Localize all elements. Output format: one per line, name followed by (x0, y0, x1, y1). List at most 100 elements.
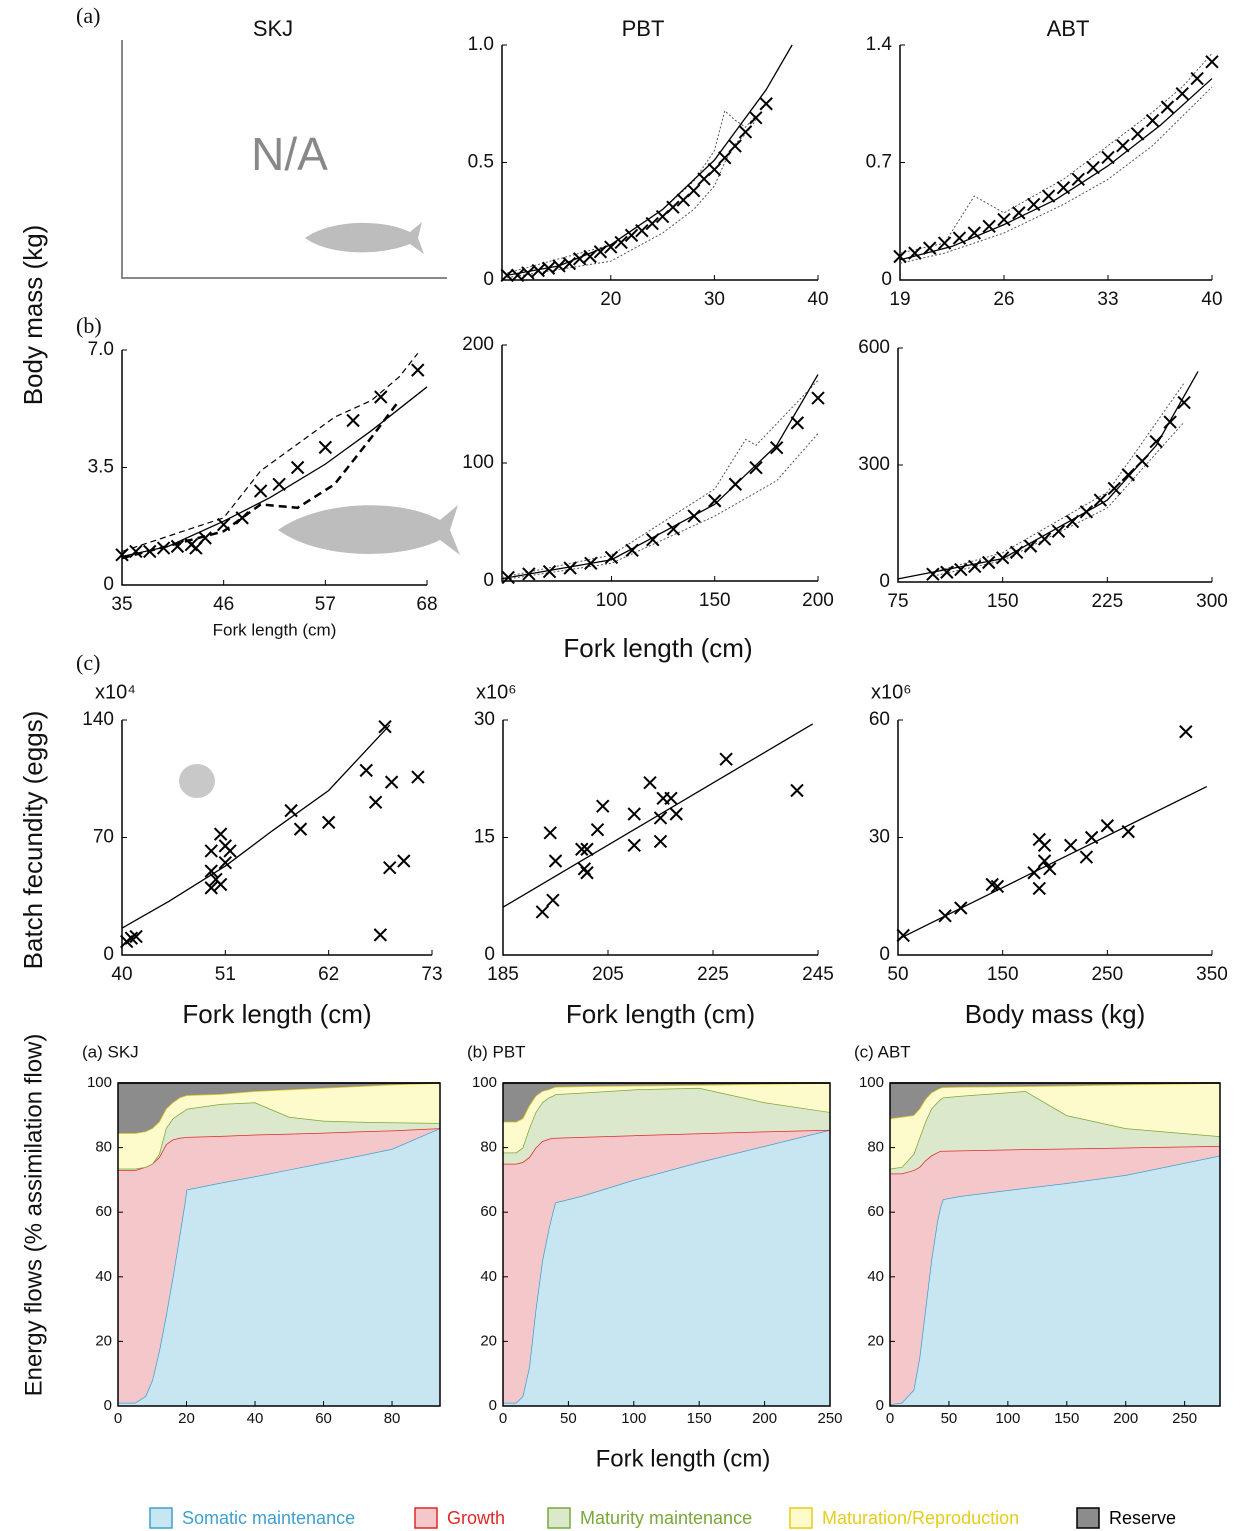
y-tick-label: 0 (103, 574, 114, 595)
y-tick-label: 60 (480, 1203, 497, 1220)
cross-marker (1063, 838, 1078, 853)
cross-marker (896, 928, 910, 943)
cross-marker (790, 783, 804, 798)
cross-marker (1107, 481, 1122, 496)
cross-marker (541, 261, 556, 275)
y-tick-label: 0 (876, 1397, 884, 1414)
dotted-line (507, 119, 757, 279)
cross-marker (1012, 206, 1026, 220)
cross-marker (967, 226, 981, 240)
fish-icon (305, 222, 424, 254)
y-axis-label: Body mass (kg) (18, 225, 48, 406)
y-tick-label: 15 (474, 827, 495, 848)
cross-marker (378, 720, 392, 734)
legend-swatch (547, 1507, 571, 1529)
cross-marker (1135, 454, 1149, 468)
cross-marker (997, 212, 1011, 227)
y-tick-label: 20 (480, 1332, 497, 1349)
y-tick-label: 7.0 (88, 339, 114, 360)
cross-marker (218, 855, 233, 870)
x-tick-label: 205 (592, 964, 624, 985)
legend-label: Maturity maintenance (580, 1508, 752, 1528)
y-tick-label: 0 (879, 571, 890, 592)
cross-marker (666, 522, 681, 536)
cross-marker (954, 562, 968, 577)
y-tick-label: 0 (879, 944, 890, 965)
cross-marker (1086, 160, 1100, 175)
area (503, 1129, 830, 1403)
cross-marker (728, 139, 742, 153)
cross-marker (1037, 532, 1052, 546)
legend-swatch (149, 1507, 173, 1529)
y-tick-label: 1.4 (866, 34, 893, 55)
cross-marker (811, 391, 825, 405)
x-axis-label: Body mass (kg) (965, 999, 1146, 1029)
axis-line (502, 720, 818, 956)
cross-marker (213, 877, 228, 892)
cross-marker (284, 803, 298, 818)
axis-line (501, 45, 818, 281)
y-tick-label: 80 (95, 1139, 112, 1156)
y-tick-label: 60 (869, 709, 890, 730)
cross-marker (982, 555, 996, 570)
cross-marker (542, 564, 557, 579)
cross-marker (156, 541, 171, 555)
area (503, 1087, 830, 1164)
y-tick-label: 80 (480, 1139, 497, 1156)
dotted-line (899, 86, 1213, 264)
cross-marker (759, 97, 773, 111)
line-line (121, 724, 391, 929)
cross-marker (552, 259, 566, 273)
dotted-line (507, 109, 757, 274)
plot-frame (889, 1082, 1221, 1407)
cross-marker (968, 559, 982, 574)
cross-marker (749, 461, 763, 475)
cross-marker (643, 775, 657, 790)
y-tick-label: 60 (95, 1203, 112, 1220)
area (890, 1091, 1220, 1174)
cross-marker (1041, 189, 1056, 203)
line-line (507, 44, 793, 276)
cross-marker (346, 413, 360, 428)
cross-marker (290, 460, 305, 475)
x-tick-label: 40 (111, 964, 132, 985)
y-tick-label: 0 (484, 944, 495, 965)
cross-marker (580, 842, 594, 856)
row-label: (c) (76, 650, 100, 675)
area (503, 1083, 830, 1122)
x-tick-label: 250 (1172, 1410, 1197, 1427)
y-tick-label: 30 (869, 827, 890, 848)
x-tick-label: 33 (1097, 289, 1118, 310)
y-tick-label: 40 (480, 1268, 497, 1285)
cross-marker (664, 791, 678, 806)
cross-marker (204, 844, 218, 858)
dotted-line (899, 53, 1213, 254)
cross-marker (728, 477, 743, 491)
cross-marker (235, 511, 249, 525)
cross-marker (129, 544, 143, 559)
y-tick-label: 30 (474, 709, 495, 730)
x-tick-label: 50 (560, 1410, 577, 1427)
x-tick-label: 51 (215, 964, 236, 985)
cross-marker (562, 256, 577, 271)
cross-marker (614, 235, 628, 250)
axis-line (897, 348, 1212, 583)
cross-marker (596, 799, 610, 813)
row-label: (b) (76, 313, 102, 338)
y-tick-label: 20 (95, 1332, 112, 1349)
cross-marker (1131, 127, 1145, 141)
line-line (121, 386, 428, 558)
cross-marker (719, 752, 733, 766)
x-tick-label: 200 (802, 590, 834, 611)
area (118, 1128, 440, 1403)
cross-marker (1084, 830, 1099, 845)
x-tick-label: 40 (247, 1410, 264, 1427)
x-tick-label: 26 (993, 289, 1014, 310)
chart-title: (b) PBT (467, 1042, 526, 1061)
line-line (899, 78, 1213, 261)
column-title: PBT (622, 16, 665, 41)
cross-marker (1160, 100, 1175, 114)
cross-marker (321, 815, 336, 830)
x-tick-label: 185 (487, 964, 519, 985)
cross-marker (204, 864, 218, 878)
